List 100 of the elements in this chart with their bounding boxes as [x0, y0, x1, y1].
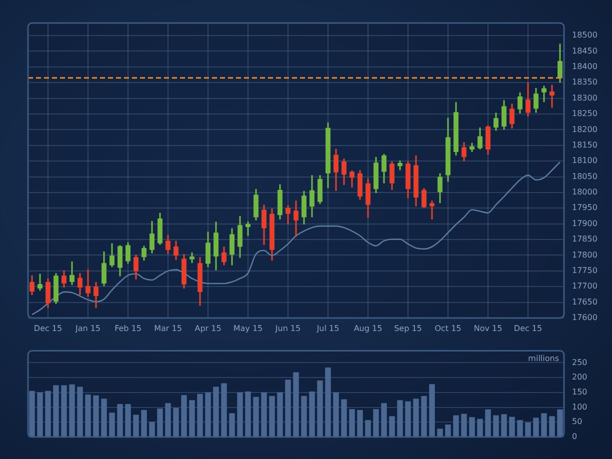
- x-tick-label: Sep 15: [394, 324, 422, 333]
- bar: [189, 400, 195, 436]
- bar: [405, 401, 411, 436]
- bar: [157, 408, 163, 436]
- bar: [541, 413, 547, 436]
- x-tick-label: Dec 15: [34, 324, 62, 333]
- bar: [173, 408, 179, 436]
- bar: [45, 390, 51, 436]
- bar: [533, 418, 539, 436]
- bar: [517, 420, 523, 436]
- bar: [501, 414, 507, 436]
- y-tick-label: 18000: [572, 188, 598, 197]
- bar: [421, 396, 427, 436]
- y-tick-label: 18200: [572, 124, 598, 134]
- x-tick-label: Nov 15: [474, 324, 502, 333]
- bar: [509, 416, 515, 436]
- y-tick-label: 18250: [572, 109, 598, 118]
- bar: [213, 386, 219, 436]
- y-tick-label: 200: [572, 372, 588, 382]
- y-tick-label: 17700: [572, 282, 598, 291]
- bar: [381, 403, 387, 436]
- bar: [117, 404, 123, 436]
- bar: [285, 380, 291, 436]
- bar: [125, 404, 131, 436]
- bar: [205, 392, 211, 436]
- x-tick-label: Oct 15: [434, 324, 462, 333]
- y-tick-label: 100: [572, 402, 588, 412]
- y-tick-label: 18150: [572, 140, 598, 150]
- bar: [269, 396, 275, 436]
- bar: [245, 392, 251, 436]
- bar: [69, 384, 75, 436]
- bar: [333, 392, 339, 436]
- bar: [181, 395, 187, 436]
- y-tick-label: 150: [572, 387, 588, 396]
- line-series: [31, 161, 561, 316]
- x-tick-label: May 15: [233, 324, 263, 333]
- bar: [301, 396, 307, 436]
- bar: [53, 385, 59, 436]
- bar: [237, 392, 243, 436]
- x-tick-label: Mar 15: [154, 324, 182, 333]
- y-tick-label: 18100: [572, 156, 598, 166]
- bar: [101, 398, 107, 436]
- bar: [349, 409, 355, 436]
- bar: [261, 392, 267, 436]
- bar: [493, 415, 499, 436]
- x-tick-label: Dec 15: [514, 324, 542, 333]
- bar: [453, 415, 459, 436]
- x-tick-label: Jan 15: [74, 324, 101, 333]
- bar: [317, 380, 323, 436]
- bar: [445, 424, 451, 436]
- y-tick-label: 18300: [572, 93, 598, 102]
- bar: [37, 392, 43, 436]
- bar: [461, 414, 467, 436]
- bar: [325, 367, 331, 436]
- bar: [133, 414, 139, 436]
- bar: [197, 394, 203, 436]
- bar: [309, 392, 315, 436]
- y-tick-label: 17650: [572, 297, 598, 306]
- bar: [389, 416, 395, 436]
- y-tick-label: 17950: [572, 203, 598, 212]
- y-tick-label: 17750: [572, 266, 598, 276]
- bar: [429, 384, 435, 436]
- bar: [149, 422, 155, 436]
- bar: [341, 399, 347, 436]
- bar: [469, 417, 475, 436]
- bar: [93, 395, 99, 436]
- y-tick-label: 17900: [572, 218, 598, 228]
- y-tick-label: 50: [572, 417, 582, 426]
- y-tick-label: 18400: [572, 62, 598, 72]
- x-tick-label: Apr 15: [194, 324, 222, 333]
- bar: [557, 409, 563, 436]
- x-tick-label: Jun 15: [274, 324, 301, 333]
- bar: [277, 392, 283, 436]
- bar: [437, 428, 443, 436]
- bar: [61, 385, 67, 436]
- y-tick-label: 250: [572, 358, 588, 367]
- bar: [525, 422, 531, 436]
- bar: [549, 416, 555, 436]
- y-tick-label: 18050: [572, 172, 598, 181]
- bar: [413, 398, 419, 436]
- y-tick-label: 18450: [572, 46, 598, 56]
- bar: [29, 390, 35, 436]
- y-tick-label: 17600: [572, 313, 598, 322]
- bar: [373, 409, 379, 436]
- x-tick-label: Jul 15: [316, 324, 340, 333]
- y-tick-label: 17850: [572, 234, 598, 244]
- y-tick-label: 0: [572, 432, 578, 442]
- bar: [293, 372, 299, 436]
- bar: [109, 412, 115, 436]
- bar: [365, 420, 371, 436]
- bar: [141, 410, 147, 436]
- bar: [357, 410, 363, 436]
- y-axis-title: millions: [528, 354, 559, 363]
- bar: [165, 403, 171, 436]
- y-tick-label: 17800: [572, 250, 598, 260]
- bar: [85, 394, 91, 436]
- y-tick-label: 18350: [572, 78, 598, 87]
- y-tick-label: 18500: [572, 30, 598, 40]
- bar: [229, 413, 235, 436]
- bar: [253, 396, 259, 436]
